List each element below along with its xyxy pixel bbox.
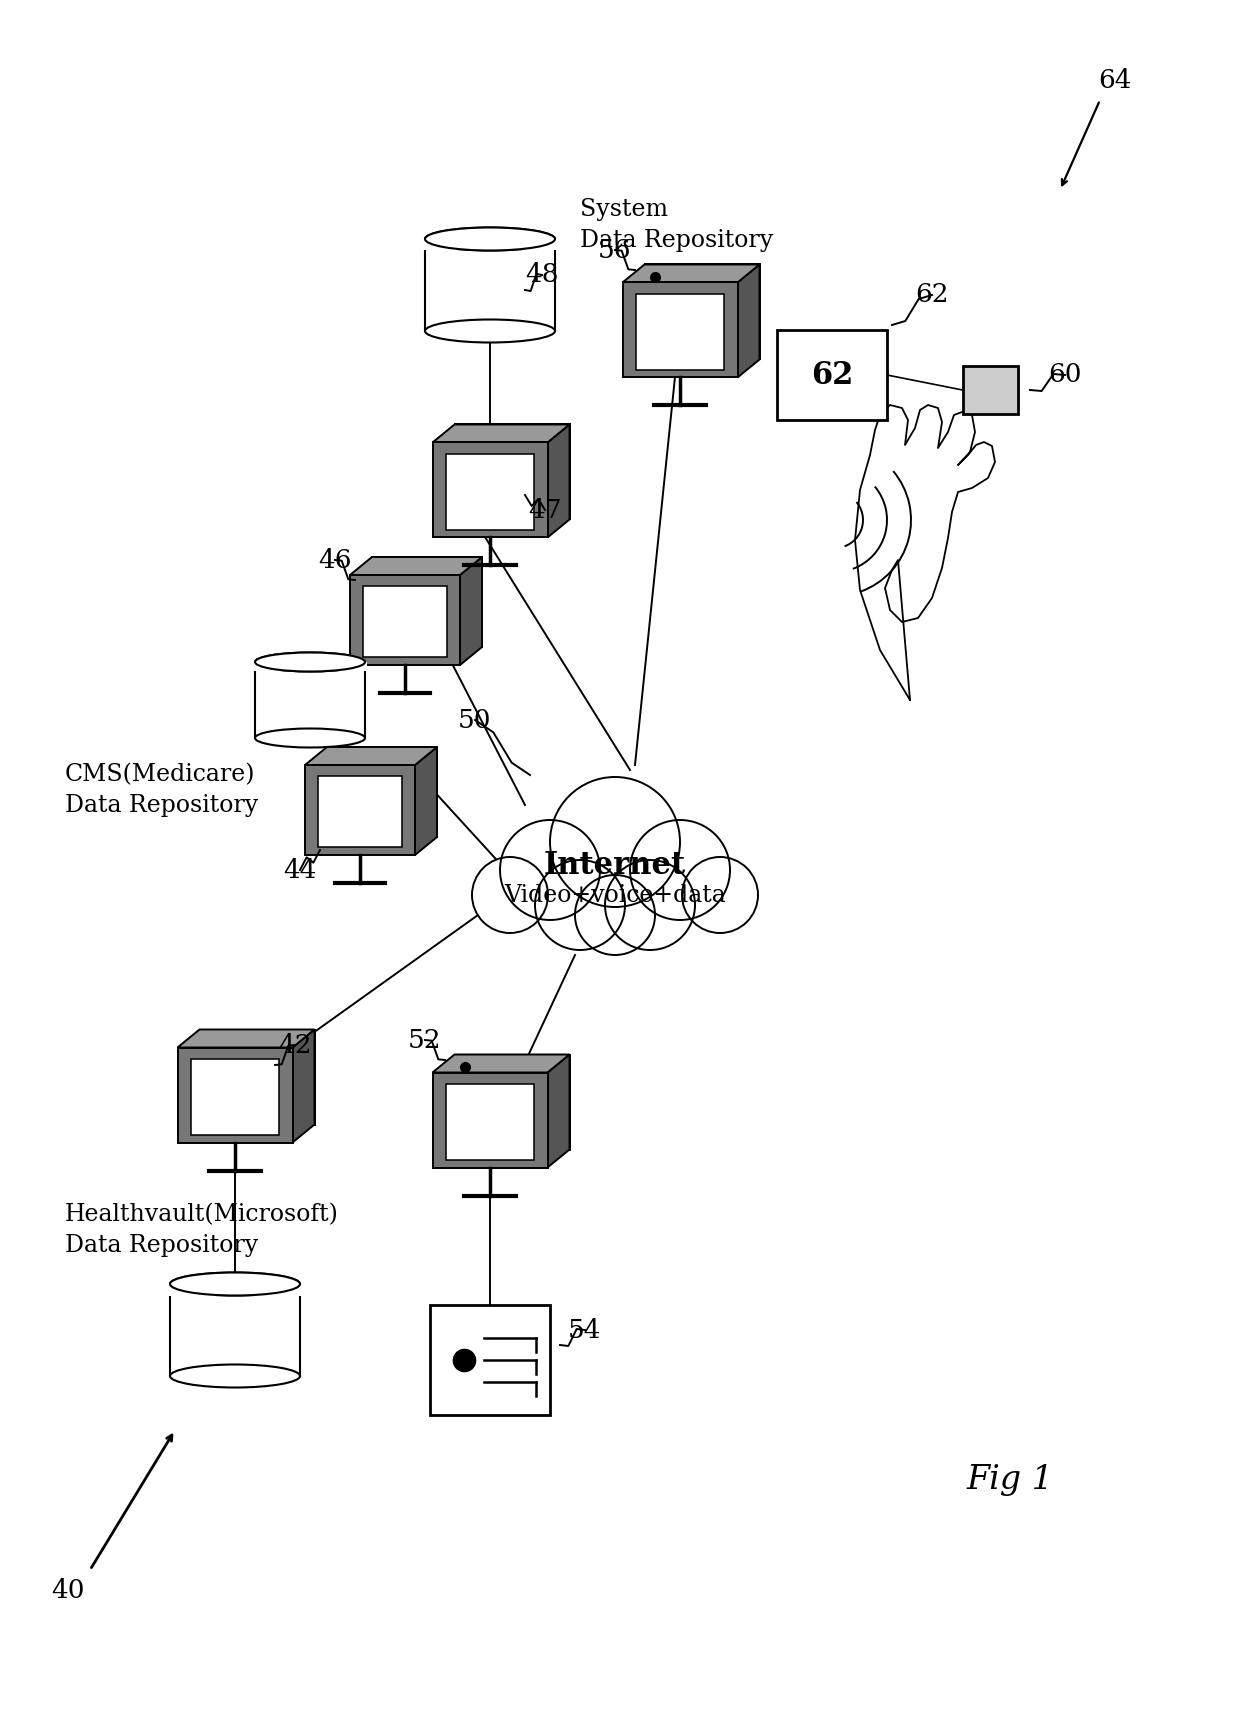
Text: 42: 42 bbox=[278, 1032, 311, 1058]
Text: 44: 44 bbox=[283, 858, 316, 882]
Polygon shape bbox=[363, 585, 446, 658]
Polygon shape bbox=[305, 747, 436, 765]
Polygon shape bbox=[167, 1284, 303, 1296]
Text: 60: 60 bbox=[1048, 362, 1081, 388]
Polygon shape bbox=[433, 442, 548, 537]
Text: Video+voice+data: Video+voice+data bbox=[505, 884, 725, 906]
Polygon shape bbox=[433, 1055, 569, 1072]
Polygon shape bbox=[430, 1305, 551, 1415]
Polygon shape bbox=[455, 425, 569, 520]
Circle shape bbox=[682, 858, 758, 934]
Text: Healthvault(Microsoft)
Data Repository: Healthvault(Microsoft) Data Repository bbox=[64, 1203, 339, 1257]
Polygon shape bbox=[962, 366, 1018, 414]
Text: 40: 40 bbox=[51, 1578, 84, 1602]
Polygon shape bbox=[177, 1048, 293, 1143]
Text: 64: 64 bbox=[1099, 67, 1132, 93]
Text: System
Data Repository: System Data Repository bbox=[580, 198, 774, 252]
Polygon shape bbox=[319, 775, 402, 847]
Polygon shape bbox=[460, 557, 482, 665]
Polygon shape bbox=[645, 264, 759, 359]
Polygon shape bbox=[622, 264, 759, 283]
Circle shape bbox=[605, 860, 694, 949]
Circle shape bbox=[575, 875, 655, 954]
Polygon shape bbox=[415, 747, 436, 854]
Ellipse shape bbox=[255, 652, 365, 671]
Text: 62: 62 bbox=[811, 359, 853, 390]
Text: 46: 46 bbox=[319, 547, 352, 573]
Polygon shape bbox=[350, 557, 482, 575]
Polygon shape bbox=[433, 1072, 548, 1167]
Polygon shape bbox=[425, 238, 556, 331]
Polygon shape bbox=[191, 1058, 279, 1134]
Polygon shape bbox=[548, 425, 569, 537]
Polygon shape bbox=[177, 1029, 315, 1048]
Ellipse shape bbox=[425, 319, 556, 342]
Text: Fig 1: Fig 1 bbox=[966, 1464, 1054, 1496]
Circle shape bbox=[472, 858, 548, 934]
Polygon shape bbox=[548, 1055, 569, 1167]
Polygon shape bbox=[777, 330, 887, 419]
Circle shape bbox=[630, 820, 730, 920]
Text: 48: 48 bbox=[526, 262, 559, 288]
Polygon shape bbox=[293, 1029, 315, 1143]
Polygon shape bbox=[305, 765, 415, 854]
Text: 62: 62 bbox=[915, 283, 949, 307]
Polygon shape bbox=[455, 1055, 569, 1150]
Polygon shape bbox=[446, 1084, 533, 1160]
Text: CMS(Medicare)
Data Repository: CMS(Medicare) Data Repository bbox=[64, 763, 258, 816]
Polygon shape bbox=[372, 557, 482, 647]
Polygon shape bbox=[423, 238, 557, 250]
Ellipse shape bbox=[255, 728, 365, 747]
Ellipse shape bbox=[170, 1272, 300, 1296]
Polygon shape bbox=[622, 283, 738, 378]
Ellipse shape bbox=[170, 1272, 300, 1296]
Circle shape bbox=[500, 820, 600, 920]
Ellipse shape bbox=[170, 1365, 300, 1388]
Circle shape bbox=[534, 860, 625, 949]
Polygon shape bbox=[636, 293, 724, 369]
Text: 54: 54 bbox=[568, 1317, 601, 1343]
Polygon shape bbox=[738, 264, 759, 378]
Polygon shape bbox=[200, 1029, 315, 1125]
Text: 47: 47 bbox=[528, 497, 562, 523]
Text: 56: 56 bbox=[598, 238, 631, 262]
Polygon shape bbox=[255, 663, 365, 739]
Ellipse shape bbox=[425, 228, 556, 250]
Polygon shape bbox=[433, 425, 569, 442]
Circle shape bbox=[551, 777, 680, 906]
Text: 50: 50 bbox=[459, 708, 492, 732]
Ellipse shape bbox=[255, 652, 365, 671]
Polygon shape bbox=[446, 454, 533, 530]
Polygon shape bbox=[350, 575, 460, 665]
Text: Internet: Internet bbox=[544, 849, 686, 880]
Polygon shape bbox=[327, 747, 436, 837]
Polygon shape bbox=[253, 663, 367, 671]
Text: 52: 52 bbox=[408, 1027, 441, 1053]
Polygon shape bbox=[170, 1284, 300, 1376]
Ellipse shape bbox=[425, 228, 556, 250]
